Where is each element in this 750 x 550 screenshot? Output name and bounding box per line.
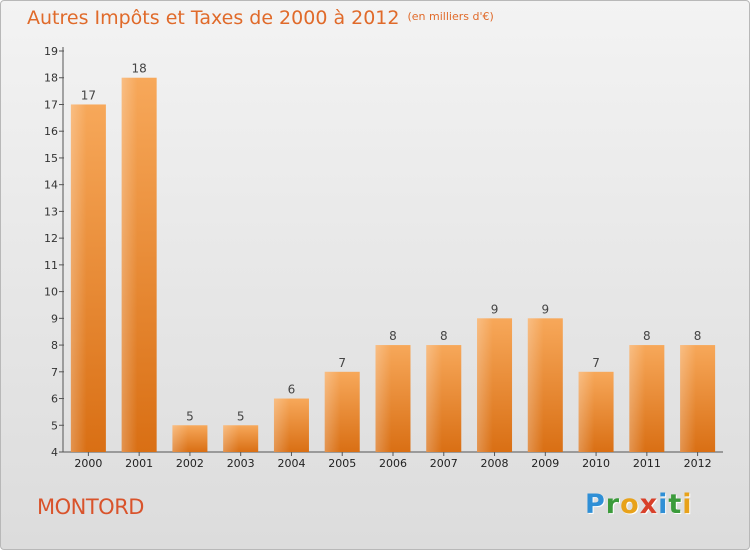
bar-highlight	[477, 318, 493, 452]
bar-highlight	[324, 371, 341, 452]
bar-value-label: 7	[338, 356, 346, 370]
bar-highlight	[629, 345, 646, 452]
bar-value-label: 17	[81, 88, 96, 102]
bar-highlight	[121, 77, 138, 452]
bar-value-label: 5	[237, 409, 245, 423]
bar-highlight	[426, 345, 443, 452]
x-tick-label: 2002	[176, 457, 204, 470]
bar-value-label: 9	[491, 302, 499, 316]
bar-highlight	[527, 318, 544, 452]
bar-value-label: 5	[186, 409, 194, 423]
y-tick-label: 15	[44, 152, 58, 165]
y-tick-label: 9	[51, 312, 58, 325]
bar-highlight	[375, 345, 392, 452]
x-tick-label: 2009	[531, 457, 559, 470]
y-tick-label: 13	[44, 205, 58, 218]
y-tick-label: 19	[44, 45, 58, 58]
logo-letter: r	[605, 489, 621, 520]
x-tick-label: 2004	[277, 457, 305, 470]
x-tick-label: 2007	[430, 457, 458, 470]
logo-letter: t	[668, 489, 683, 520]
proxiti-logo[interactable]: Proxiti	[585, 489, 693, 520]
y-tick-label: 12	[44, 232, 58, 245]
logo-letter: P	[585, 489, 606, 520]
chart-unit: (en milliers d'€)	[407, 10, 494, 23]
bar-highlight	[680, 345, 696, 452]
commune-name: MONTORD	[37, 495, 144, 519]
y-tick-label: 10	[44, 286, 58, 299]
chart-title: Autres Impôts et Taxes de 2000 à 2012 (en…	[27, 7, 494, 29]
bar-highlight	[578, 371, 595, 452]
y-tick-label: 8	[51, 339, 58, 352]
x-tick-label: 2006	[379, 457, 407, 470]
y-tick-label: 11	[44, 259, 58, 272]
logo-letter: o	[620, 489, 640, 520]
y-tick-label: 6	[51, 393, 58, 406]
bar-value-label: 8	[694, 329, 702, 343]
x-tick-label: 2008	[481, 457, 509, 470]
bar-highlight	[273, 398, 290, 452]
bar-highlight	[70, 104, 87, 452]
x-tick-label: 2012	[684, 457, 712, 470]
y-tick-label: 5	[51, 419, 58, 432]
y-tick-label: 17	[44, 98, 58, 111]
logo-letter: i	[682, 489, 693, 520]
y-tick-label: 16	[44, 125, 58, 138]
x-tick-label: 2001	[125, 457, 153, 470]
bar-highlight	[172, 425, 189, 452]
logo-letter: i	[658, 489, 669, 520]
bar-value-label: 18	[132, 62, 147, 76]
bar-highlight	[223, 425, 239, 452]
x-tick-label: 2005	[328, 457, 356, 470]
bar-value-label: 6	[288, 383, 296, 397]
x-tick-label: 2010	[582, 457, 610, 470]
y-tick-label: 7	[51, 366, 58, 379]
bar-value-label: 7	[592, 356, 600, 370]
chart-title-text: Autres Impôts et Taxes de 2000 à 2012	[27, 7, 400, 29]
y-tick-label: 14	[44, 179, 58, 192]
bar-value-label: 9	[541, 302, 549, 316]
x-tick-label: 2011	[633, 457, 661, 470]
x-tick-label: 2000	[74, 457, 102, 470]
bar-value-label: 8	[643, 329, 651, 343]
bar-value-label: 8	[389, 329, 397, 343]
logo-letter: x	[639, 489, 659, 520]
bar-value-label: 8	[440, 329, 448, 343]
y-tick-label: 4	[51, 446, 58, 459]
x-tick-label: 2003	[227, 457, 255, 470]
y-tick-label: 18	[44, 72, 58, 85]
